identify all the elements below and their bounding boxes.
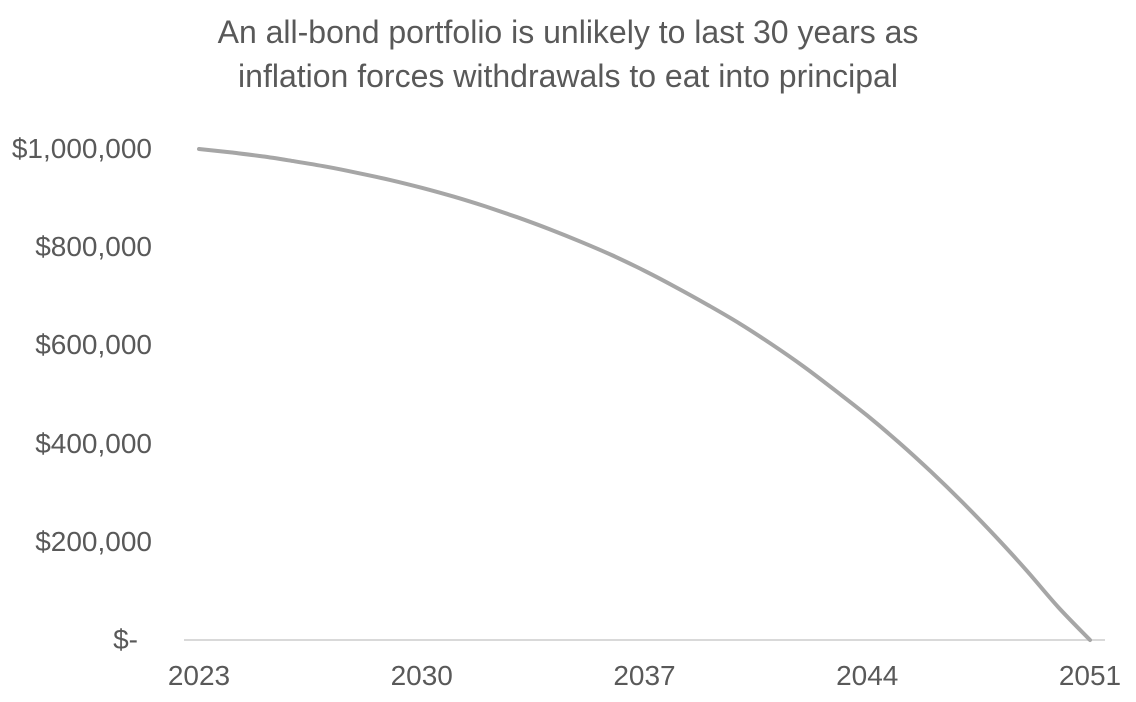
chart-title-line-1: An all-bond portfolio is unlikely to las… [217,14,919,50]
x-axis-label: 2051 [1058,660,1122,691]
portfolio-value-line [197,147,1092,642]
x-axis-label: 2044 [836,660,899,691]
chart-title: An all-bond portfolio is unlikely to las… [0,10,1136,98]
x-axis-label: 2030 [390,660,453,691]
y-axis-label: $1,000,000 [11,133,152,164]
y-axis-label: $400,000 [35,427,152,459]
y-axis-label: $- [113,624,138,655]
y-axis-label: $600,000 [35,329,152,361]
chart-title-line-2: inflation forces withdrawals to eat into… [238,58,898,94]
x-axis-label: 2023 [167,660,231,691]
y-axis-label: $200,000 [35,525,152,557]
y-axis-label: $800,000 [35,231,152,263]
x-axis-label: 2037 [613,660,676,691]
